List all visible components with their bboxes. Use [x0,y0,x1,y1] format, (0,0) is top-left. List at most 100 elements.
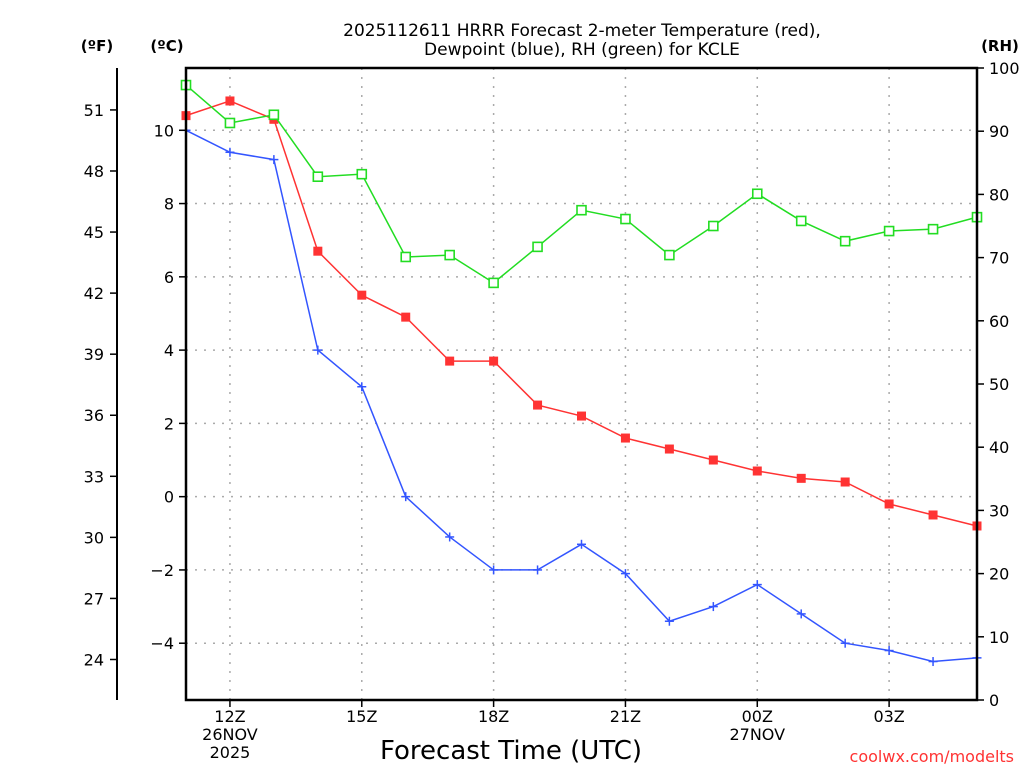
dewpoint-point [708,602,718,612]
temperature-point [928,510,938,520]
rh-axis: 0 10 20 30 40 50 60 70 80 90 100 [977,59,1020,710]
time-tick-label: 21Z [610,707,641,726]
rh-tick-label: 0 [989,691,999,710]
fahrenheit-tick-label: 36 [84,406,104,425]
grid-lines [186,68,977,700]
dewpoint-point [577,539,586,549]
time-tick-label: 26NOV [202,725,258,744]
dewpoint-point [533,565,543,575]
temperature-point [577,411,586,421]
temperature-point [445,356,455,366]
dewpoint-point [445,532,455,542]
rh-point [400,251,412,263]
rh-point [532,241,543,253]
dewpoint-point [752,580,762,590]
time-tick-label: 2025 [210,743,251,762]
rh-tick-label: 10 [989,628,1009,647]
credit-text: coolwx.com/modelts [850,747,1014,766]
temperature-point [708,455,718,465]
temperature-point [533,400,543,410]
plot-frame [184,66,979,702]
rh-tick-label: 40 [989,438,1009,457]
fahrenheit-tick-label: 42 [84,284,104,303]
time-tick-label: 15Z [346,707,377,726]
dewpoint-point [620,569,630,579]
dewpoint-point [225,147,235,157]
temperature-point [401,312,411,322]
rh-tick-label: 20 [989,565,1009,584]
fahrenheit-tick-label: 24 [84,650,104,669]
rh-axis-label: (RH) [981,37,1019,55]
fahrenheit-tick-label: 51 [84,101,104,120]
dewpoint-point [664,616,674,626]
celsius-tick-label: 10 [154,121,174,140]
temperature-point [620,433,630,443]
rh-tick-label: 90 [989,122,1009,141]
temperature-point [313,246,323,256]
celsius-tick-label: 2 [164,414,174,433]
rh-point [488,277,499,289]
fahrenheit-tick-label: 45 [84,223,104,242]
dewpoint-point [269,155,279,165]
temperature-point [884,499,894,509]
rh-point [620,213,631,225]
temperature-point [796,473,806,483]
celsius-tick-label: 8 [164,195,174,214]
rh-point [664,249,675,261]
temperature-point [664,444,674,454]
rh-tick-label: 30 [989,501,1009,520]
fahrenheit-axis: 24 27 30 33 36 39 42 45 48 51 [84,101,117,669]
rh-point [708,220,719,232]
celsius-axis-label: (ºC) [150,37,183,55]
rh-point [751,188,763,200]
time-tick-label: 27NOV [729,725,785,744]
temperature-point [752,466,762,476]
celsius-tick-label: −4 [150,634,174,653]
series-layer [180,79,983,667]
celsius-tick-label: 6 [164,268,174,287]
x-axis-title: Forecast Time (UTC) [380,736,642,766]
fahrenheit-tick-label: 33 [84,467,104,486]
dewpoint-point [313,345,323,355]
temperature-point [489,356,499,366]
dewpoint-point [884,646,894,656]
temperature-point [225,96,235,106]
rh-tick-label: 70 [989,249,1009,268]
dewpoint-point [840,638,850,648]
dewpoint-point [796,609,806,619]
series-line-temperature [185,100,978,527]
temperature-point [357,290,367,300]
dewpoint-point [401,492,411,502]
fahrenheit-tick-label: 39 [84,345,104,364]
fahrenheit-tick-label: 30 [84,528,104,547]
series-line-rh [185,84,978,284]
rh-point [927,223,939,235]
celsius-tick-label: −2 [150,561,174,580]
rh-tick-label: 100 [989,59,1020,78]
temperature-point [840,477,850,487]
dewpoint-point [928,657,938,667]
rh-tick-label: 50 [989,375,1009,394]
rh-tick-label: 60 [989,312,1009,331]
dewpoint-point [489,565,499,575]
dewpoint-point [357,382,367,392]
rh-point [795,215,807,227]
rh-point [576,204,587,216]
series-temperature [181,96,982,531]
rh-point [268,109,280,121]
rh-point [839,235,851,247]
fahrenheit-tick-label: 48 [84,162,104,181]
rh-point [224,117,236,129]
celsius-tick-label: 0 [164,488,174,507]
fahrenheit-axis-label: (ºF) [81,37,113,55]
rh-point [312,171,324,183]
chart-title-line-2: Dewpoint (blue), RH (green) for KCLE [424,40,740,60]
time-tick-label: 00Z [742,707,773,726]
celsius-axis: −4 −2 0 2 4 6 8 10 [150,121,186,653]
rh-point [883,225,895,237]
chart-title-line-1: 2025112611 HRRR Forecast 2-meter Tempera… [343,21,821,41]
time-tick-label: 12Z [214,707,245,726]
fahrenheit-tick-label: 27 [84,589,104,608]
